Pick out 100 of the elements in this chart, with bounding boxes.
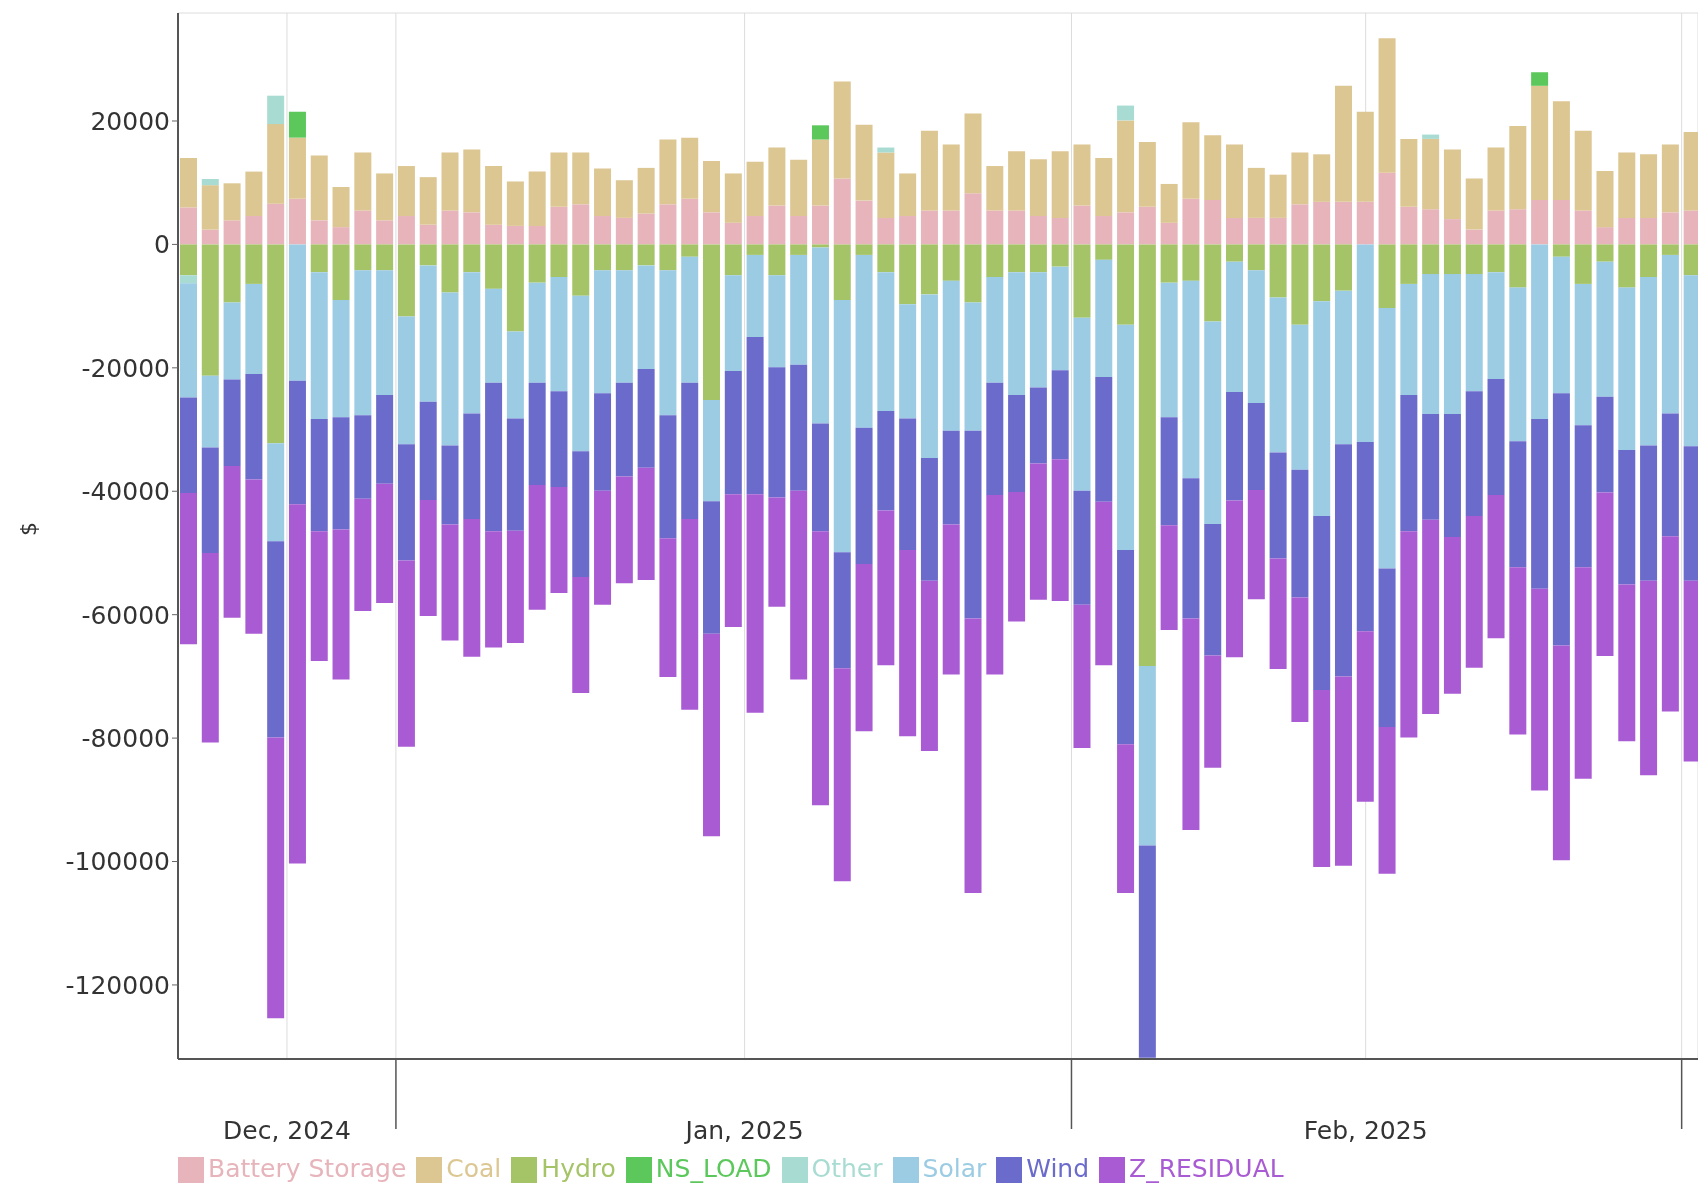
bar	[1226, 391, 1244, 501]
bar	[1073, 144, 1091, 206]
bar	[1247, 167, 1265, 218]
bar	[964, 618, 982, 893]
bar	[1356, 631, 1374, 802]
bar	[1160, 282, 1178, 418]
bar	[1487, 244, 1505, 273]
bar	[746, 494, 764, 713]
bar	[637, 244, 655, 266]
bar	[1291, 152, 1309, 205]
bar	[1291, 324, 1309, 470]
bar	[1095, 158, 1113, 217]
bar	[615, 270, 633, 383]
bar	[376, 394, 394, 484]
bar	[1487, 494, 1505, 639]
bar	[703, 212, 721, 245]
bar	[201, 229, 219, 245]
bar	[1443, 414, 1461, 537]
bar	[1182, 198, 1200, 245]
bar	[1531, 199, 1549, 245]
bar	[1117, 120, 1135, 213]
bar	[1356, 111, 1374, 202]
legend-label: Z_RESIDUAL	[1129, 1154, 1284, 1183]
bar	[485, 244, 503, 289]
bar	[245, 171, 263, 217]
bar	[550, 152, 568, 207]
bar	[746, 216, 764, 245]
bar	[180, 244, 197, 276]
bar	[485, 166, 503, 225]
bar	[376, 483, 394, 603]
bar	[1443, 149, 1461, 220]
y-tick-label: -120000	[65, 970, 170, 1000]
bar	[1422, 519, 1440, 715]
bar	[594, 244, 612, 271]
y-tick-label: -40000	[81, 477, 170, 507]
bar	[506, 331, 524, 419]
bar	[506, 181, 524, 226]
bar	[1008, 272, 1026, 395]
bar	[1117, 105, 1135, 121]
bar	[855, 200, 873, 245]
bar	[811, 244, 829, 248]
bar	[1378, 568, 1396, 727]
bar	[201, 552, 219, 743]
bar	[310, 155, 328, 221]
bar	[986, 382, 1004, 495]
bar	[855, 124, 873, 201]
bar	[899, 418, 917, 550]
bar	[1182, 122, 1200, 199]
legend-label: Hydro	[541, 1154, 616, 1183]
bar	[223, 244, 241, 303]
bar	[419, 499, 437, 616]
bar	[615, 382, 633, 477]
bar	[1531, 85, 1549, 200]
bar	[1400, 206, 1418, 245]
bar	[1465, 229, 1483, 245]
bar	[1618, 287, 1636, 450]
bar	[986, 277, 1004, 383]
bar	[899, 549, 917, 737]
bar	[790, 364, 808, 491]
bar	[1509, 567, 1527, 735]
bar	[724, 275, 742, 371]
bar	[1334, 201, 1352, 245]
bar	[768, 367, 786, 498]
bar	[267, 737, 285, 1019]
bar	[1051, 459, 1069, 602]
bar	[180, 207, 197, 245]
bar	[1509, 125, 1527, 210]
bar	[201, 179, 219, 186]
bar	[1073, 244, 1091, 318]
y-tick-label: 20000	[90, 106, 170, 136]
bar	[1138, 244, 1156, 666]
bar	[615, 180, 633, 218]
bar	[397, 316, 415, 445]
bar	[811, 531, 829, 806]
bar	[1378, 38, 1396, 173]
bar	[397, 166, 415, 217]
bar	[790, 490, 808, 680]
bar	[1051, 217, 1069, 245]
bar	[1574, 283, 1592, 426]
bar	[1291, 204, 1309, 245]
bar	[811, 125, 829, 140]
bar	[1640, 445, 1658, 581]
bar	[528, 485, 546, 610]
bar	[1400, 531, 1418, 738]
bar	[572, 295, 590, 452]
bar	[964, 113, 982, 194]
bar	[877, 510, 895, 666]
bar	[877, 217, 895, 245]
bar	[1465, 178, 1483, 230]
bar	[1509, 209, 1527, 245]
bar	[180, 283, 197, 398]
bar	[1029, 244, 1047, 273]
bar	[332, 227, 350, 245]
bar	[1269, 174, 1287, 218]
bar	[419, 265, 437, 402]
bar	[441, 524, 459, 641]
bar	[1138, 845, 1156, 1058]
bar	[1313, 244, 1331, 302]
bar	[1531, 244, 1549, 420]
bar	[180, 397, 197, 494]
